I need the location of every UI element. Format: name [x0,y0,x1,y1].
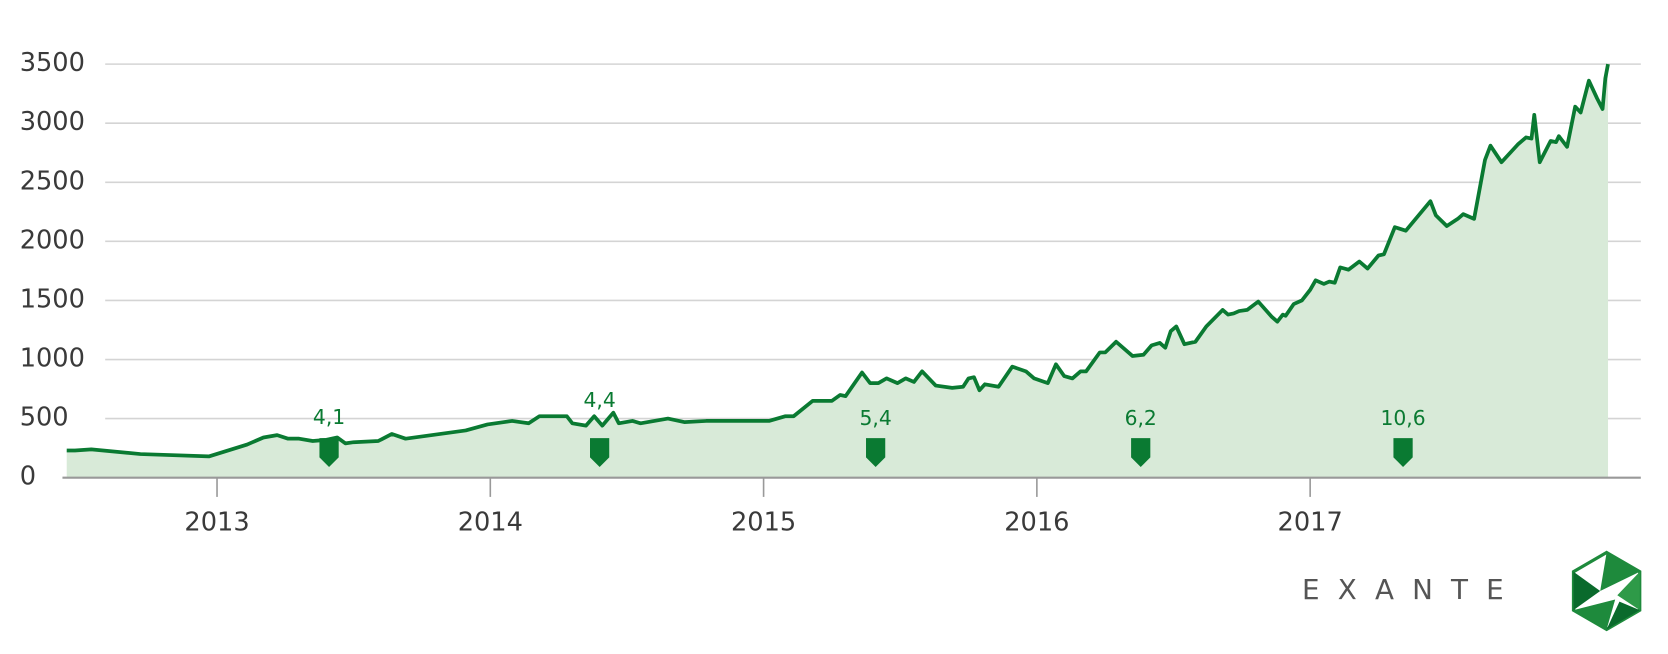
y-tick-label: 2000 [20,225,85,255]
x-tick-label: 2015 [731,508,796,538]
logo-facet [1600,552,1640,591]
logo-facet [1617,571,1640,611]
x-tick-label: 2013 [184,508,249,538]
x-tick-label: 2017 [1278,508,1343,538]
y-tick-label: 3500 [20,48,85,78]
annotation-label: 10,6 [1380,406,1425,430]
annotations: 4,1 4,4 5,4 6,2 10,6 [313,388,1426,467]
annotation-marker [866,438,886,467]
logo-facet [1606,601,1640,630]
annotation-label: 4,1 [313,405,345,429]
y-tick-label: 2500 [20,166,85,196]
logo-icon [1571,550,1642,632]
annotation-marker [1393,438,1413,467]
y-tick-label: 1000 [20,344,85,374]
logo-text: EXANTE [1302,573,1522,606]
y-tick-label: 0 [20,462,36,492]
x-tick-label: 2014 [458,508,523,538]
annotation-marker [590,438,610,467]
annotation-label: 4,4 [583,388,615,412]
x-tick-label: 2016 [1004,508,1069,538]
y-tick-label: 3000 [20,107,85,137]
annotation-label: 5,4 [859,406,891,430]
y-tick-label: 1500 [20,284,85,314]
annotation-marker [319,438,339,467]
plot [62,63,1641,479]
logo-facet [1573,599,1616,630]
line [66,63,1610,459]
y-tick-label: 500 [20,403,69,433]
logo-facet [1573,571,1601,611]
annotation-label: 6,2 [1125,406,1157,430]
annotation-marker [1131,438,1151,467]
area [66,64,1609,478]
